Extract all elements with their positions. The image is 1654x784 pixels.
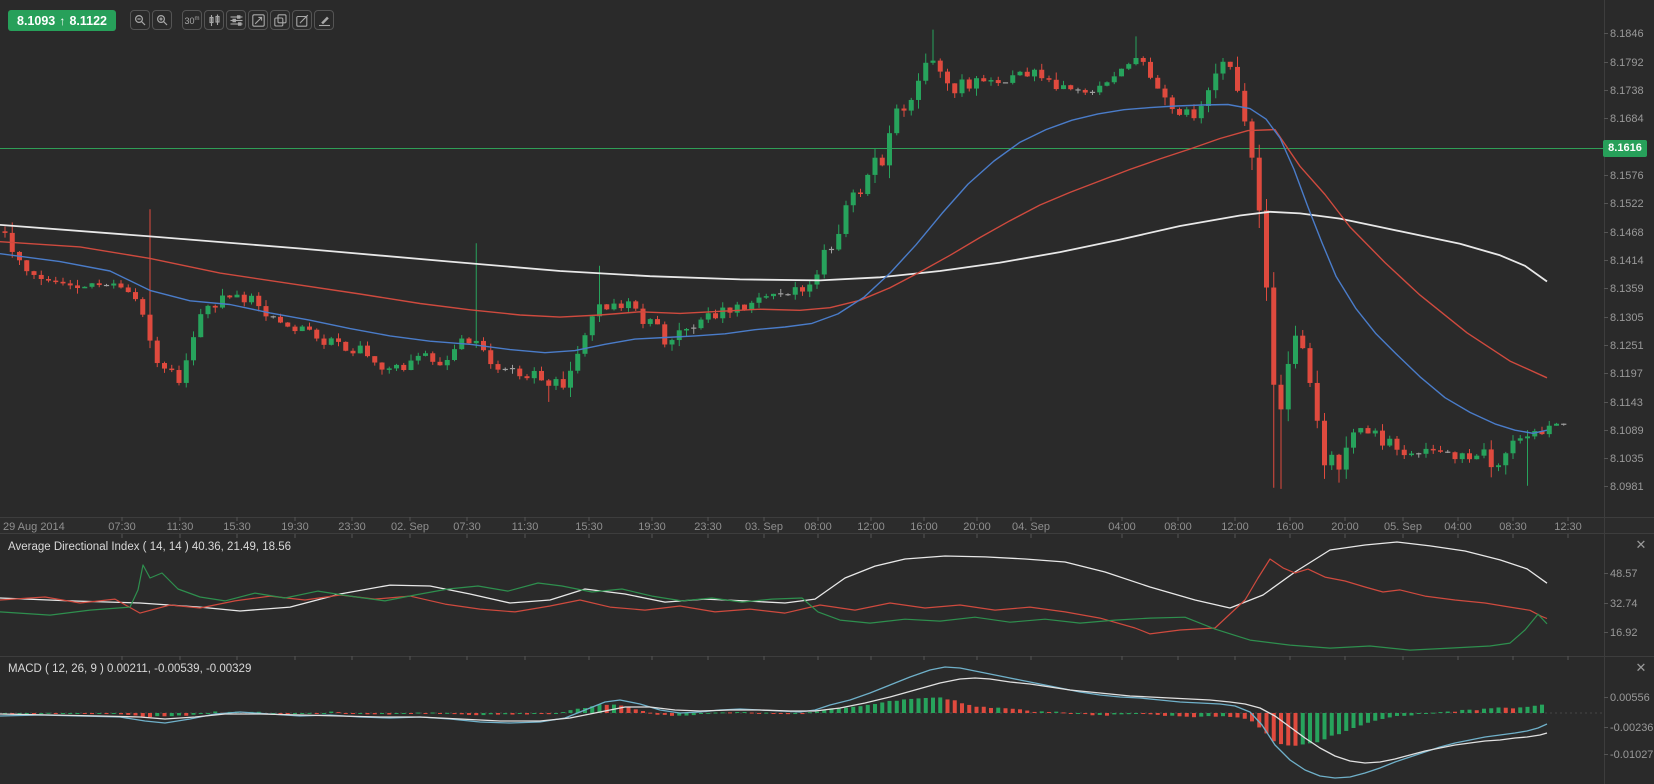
time-axis-label: 19:30: [281, 521, 309, 533]
adx-close-button[interactable]: ✕: [1635, 537, 1647, 552]
time-axis-label: 15:30: [575, 521, 603, 533]
magnifier-plus-icon: [156, 14, 169, 27]
time-axis-label: 19:30: [638, 521, 666, 533]
indicator-settings-button[interactable]: [226, 10, 246, 30]
copy-icon: [273, 13, 287, 27]
price-axis-label: 8.0981: [1610, 481, 1644, 493]
time-axis-label: 11:30: [166, 521, 194, 533]
chart-export-icon: [251, 13, 265, 27]
price-axis-label: 8.1576: [1610, 170, 1644, 182]
price-axis-label: 8.1684: [1610, 113, 1644, 125]
price-axis-label: 8.1143: [1610, 397, 1643, 409]
time-axis-label: 05. Sep: [1384, 521, 1422, 533]
time-axis-label: 29 Aug 2014: [3, 521, 65, 533]
chart-type-button[interactable]: [204, 10, 224, 30]
price-axis-label: 8.1414: [1610, 255, 1644, 267]
price-axis-label: 8.1035: [1610, 453, 1644, 465]
time-axis-label: 20:00: [1331, 521, 1359, 533]
time-axis-label: 03. Sep: [745, 521, 783, 533]
adx-panel-title: Average Directional Index ( 14, 14 ) 40.…: [8, 541, 292, 553]
time-axis-label: 12:00: [857, 521, 885, 533]
price-axis-label: 8.1846: [1610, 28, 1644, 40]
time-axis-label: 12:30: [1554, 521, 1582, 533]
time-axis-label: 23:30: [694, 521, 722, 533]
zoom-out-button[interactable]: [130, 10, 150, 30]
time-axis-label: 04:00: [1444, 521, 1472, 533]
zoom-in-button[interactable]: [152, 10, 172, 30]
price-axis-label: 8.1522: [1610, 198, 1644, 210]
draw-tool-button[interactable]: [314, 10, 334, 30]
price-axis-label: 8.1792: [1610, 57, 1644, 69]
price-axis-label: 8.1468: [1610, 227, 1644, 239]
time-axis-label: 08:30: [1499, 521, 1527, 533]
timeframe-button[interactable]: 30m: [182, 10, 202, 30]
time-axis-label: 15:30: [223, 521, 251, 533]
macd-axis-label: 0.00556: [1610, 692, 1650, 704]
quote-badge[interactable]: 8.1093 ↑ 8.1122: [8, 10, 116, 31]
macd-axis-label: -0.01027: [1610, 749, 1654, 761]
price-axis-label: 8.1359: [1610, 283, 1644, 295]
arrow-up-icon: ↑: [59, 13, 66, 28]
price-axis-label: 8.1197: [1610, 368, 1643, 380]
time-axis-label: 11:30: [511, 521, 539, 533]
magnifier-minus-icon: [134, 14, 147, 27]
adx-axis-label: 48.57: [1610, 568, 1638, 580]
price-axis-label: 8.1089: [1610, 425, 1644, 437]
adx-axis-label: 32.74: [1610, 598, 1638, 610]
duplicate-chart-button[interactable]: [270, 10, 290, 30]
macd-panel-title: MACD ( 12, 26, 9 ) 0.00211, -0.00539, -0…: [8, 663, 252, 675]
sliders-icon: [230, 14, 243, 27]
adx-axis-label: 16.92: [1610, 627, 1638, 639]
bid-price: 8.1093: [17, 13, 56, 28]
timeframe-30m-icon: 30m: [184, 15, 200, 26]
macd-close-button[interactable]: ✕: [1635, 660, 1647, 675]
time-axis-label: 23:30: [338, 521, 366, 533]
price-axis-label: 8.1738: [1610, 85, 1644, 97]
time-axis-label: 12:00: [1221, 521, 1249, 533]
time-axis-label: 04. Sep: [1012, 521, 1050, 533]
edit-pencil-icon: [295, 14, 309, 27]
current-price-badge: 8.1616: [1603, 140, 1647, 157]
ask-price: 8.1122: [69, 13, 107, 28]
candlestick-icon: [208, 14, 221, 27]
edit-annotations-button[interactable]: [292, 10, 312, 30]
export-chart-button[interactable]: [248, 10, 268, 30]
time-axis-label: 02. Sep: [391, 521, 429, 533]
time-axis-label: 16:00: [1276, 521, 1304, 533]
time-axis-label: 16:00: [910, 521, 938, 533]
price-axis-label: 8.1251: [1610, 340, 1644, 352]
time-axis-label: 20:00: [963, 521, 991, 533]
time-axis-label: 07:30: [453, 521, 481, 533]
time-axis-label: 08:00: [1164, 521, 1192, 533]
time-axis-label: 04:00: [1108, 521, 1136, 533]
price-axis-label: 8.1305: [1610, 312, 1644, 324]
macd-axis-label: -0.00236: [1610, 722, 1654, 734]
time-axis-label: 08:00: [804, 521, 832, 533]
time-axis-label: 07:30: [108, 521, 136, 533]
draw-pen-icon: [318, 14, 331, 27]
